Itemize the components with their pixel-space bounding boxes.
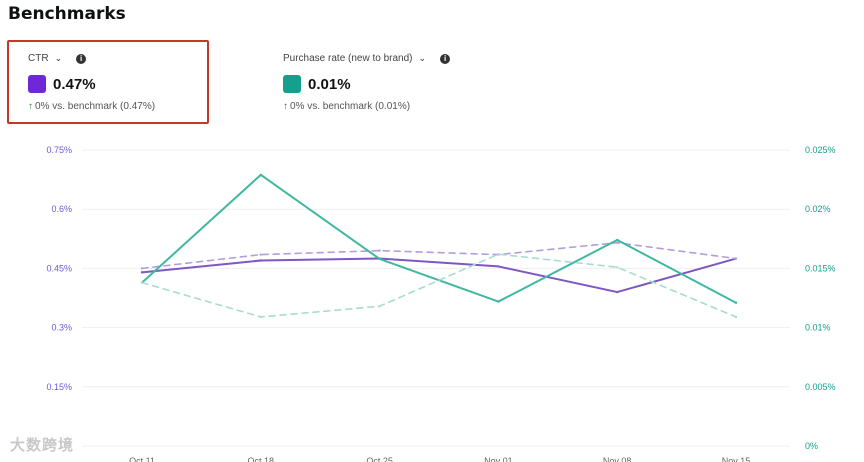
metric-value: 0.01%	[308, 75, 351, 93]
series-line-3	[141, 253, 737, 318]
data-point	[259, 253, 262, 256]
right-axis-tick-label: 0%	[805, 441, 818, 451]
page-title: Benchmarks	[8, 4, 126, 24]
data-point	[140, 281, 144, 284]
x-axis-tick-label: Oct 25	[366, 456, 393, 462]
metric-selector-purchase-rate[interactable]: Purchase rate (new to brand) ⌄ i	[283, 53, 451, 64]
benchmark-comparison: ↑ 0% vs. benchmark (0.47%)	[28, 101, 155, 112]
x-axis-tick-label: Nov 08	[603, 456, 632, 462]
right-axis-tick-label: 0.025%	[805, 145, 836, 155]
data-point	[497, 300, 500, 303]
data-point	[734, 257, 738, 260]
metric-label: Purchase rate (new to brand)	[283, 53, 413, 64]
data-point	[734, 315, 738, 319]
x-axis-tick-label: Oct 11	[129, 456, 155, 462]
data-point	[497, 252, 500, 256]
metric-selector-ctr[interactable]: CTR ⌄ i	[28, 53, 87, 64]
series-swatch	[28, 75, 46, 93]
metric-value: 0.47%	[53, 75, 96, 93]
chevron-down-icon[interactable]: ⌄	[418, 53, 427, 63]
data-point	[259, 259, 262, 262]
benchmark-text: 0% vs. benchmark (0.01%)	[290, 101, 411, 112]
benchmark-text: 0% vs. benchmark (0.47%)	[35, 101, 156, 112]
metric-label: CTR	[28, 53, 49, 64]
left-axis-tick-label: 0.75%	[46, 145, 72, 155]
info-icon[interactable]: i	[440, 53, 451, 64]
right-axis-tick-label: 0.01%	[805, 323, 831, 333]
series-line-1	[141, 241, 737, 270]
data-point	[140, 267, 144, 270]
left-axis-tick-label: 0.15%	[46, 382, 72, 392]
data-point	[497, 265, 500, 268]
benchmark-comparison: ↑ 0% vs. benchmark (0.01%)	[283, 101, 410, 112]
data-point	[616, 241, 619, 244]
x-axis-tick-label: Nov 15	[722, 456, 751, 462]
data-point	[140, 271, 144, 274]
right-axis-tick-label: 0.005%	[805, 382, 836, 392]
data-point	[734, 301, 738, 304]
x-axis-tick-label: Nov 01	[484, 456, 513, 462]
metric-card-ctr[interactable]: CTR ⌄ i 0.47% ↑ 0% vs. benchmark (0.47%)	[7, 40, 209, 124]
arrow-up-icon: ↑	[28, 101, 33, 112]
right-axis-tick-label: 0.015%	[805, 263, 836, 273]
data-point	[616, 238, 619, 242]
data-point	[378, 305, 381, 308]
left-axis-tick-label: 0.6%	[51, 204, 72, 214]
series-swatch	[283, 75, 301, 93]
left-axis-tick-label: 0.45%	[46, 263, 72, 273]
chevron-down-icon[interactable]: ⌄	[54, 53, 63, 63]
data-point	[616, 266, 619, 269]
right-axis-tick-label: 0.02%	[805, 204, 831, 214]
data-point	[616, 290, 619, 294]
data-point	[378, 249, 381, 252]
data-point	[259, 315, 262, 319]
data-point	[259, 173, 262, 177]
series-line-0	[141, 257, 737, 294]
metric-card-purchase-rate[interactable]: Purchase rate (new to brand) ⌄ i 0.01% ↑…	[272, 40, 512, 124]
left-axis-tick-label: 0.3%	[51, 323, 72, 333]
watermark: 大数跨境	[10, 437, 75, 454]
data-point	[378, 257, 381, 261]
arrow-up-icon: ↑	[283, 101, 288, 112]
info-icon[interactable]: i	[76, 53, 87, 64]
x-axis-tick-label: Oct 18	[248, 456, 275, 462]
